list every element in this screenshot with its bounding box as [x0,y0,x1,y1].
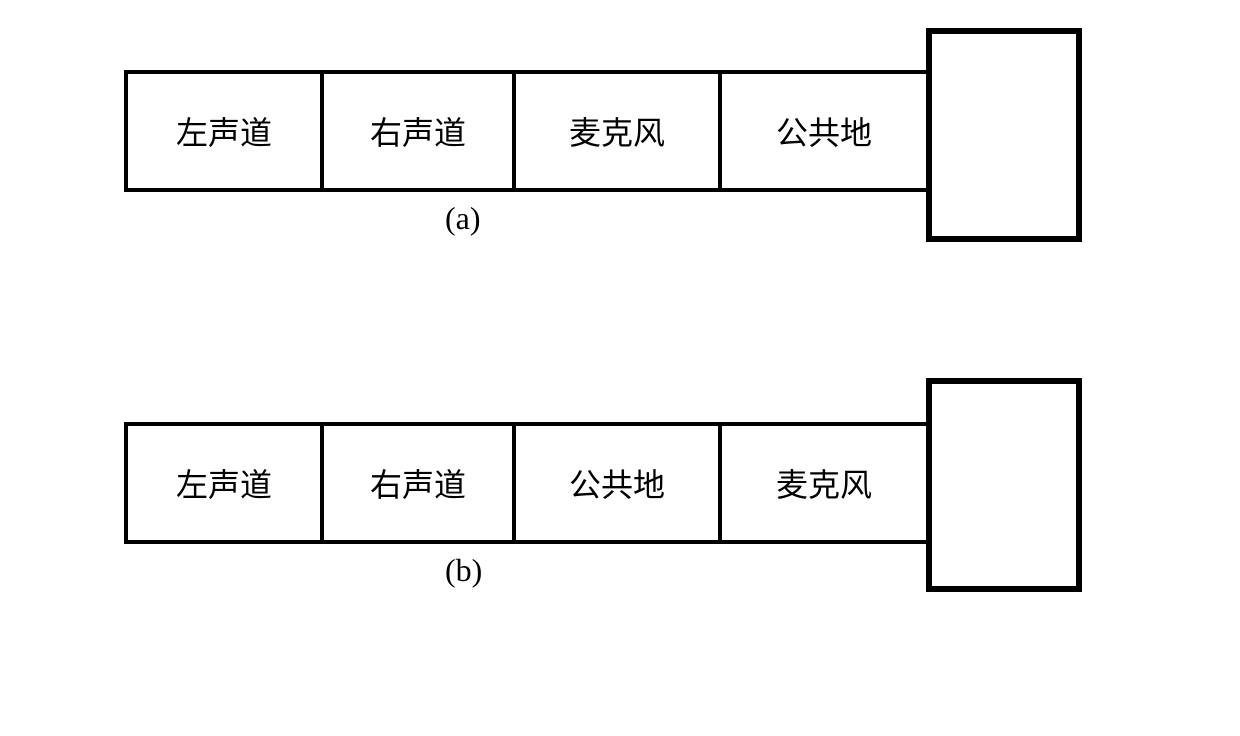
sublabel-b: (b) [445,552,482,589]
segment-b-2-label: 右声道 [370,460,466,506]
segment-b-2: 右声道 [320,422,516,544]
endblock-b [926,378,1082,592]
segment-a-4-label: 公共地 [776,108,872,154]
segment-a-4: 公共地 [718,70,930,192]
sublabel-a: (a) [445,200,481,237]
segment-b-1-label: 左声道 [176,460,272,506]
segment-b-4-label: 麦克风 [776,460,872,506]
endblock-a [926,28,1082,242]
segment-b-1: 左声道 [124,422,324,544]
segment-a-1-label: 左声道 [176,108,272,154]
segment-b-3-label: 公共地 [569,460,665,506]
segment-a-3-label: 麦克风 [569,108,665,154]
segment-a-2-label: 右声道 [370,108,466,154]
segment-a-2: 右声道 [320,70,516,192]
segment-a-3: 麦克风 [512,70,722,192]
segment-b-4: 麦克风 [718,422,930,544]
segment-b-3: 公共地 [512,422,722,544]
segment-a-1: 左声道 [124,70,324,192]
